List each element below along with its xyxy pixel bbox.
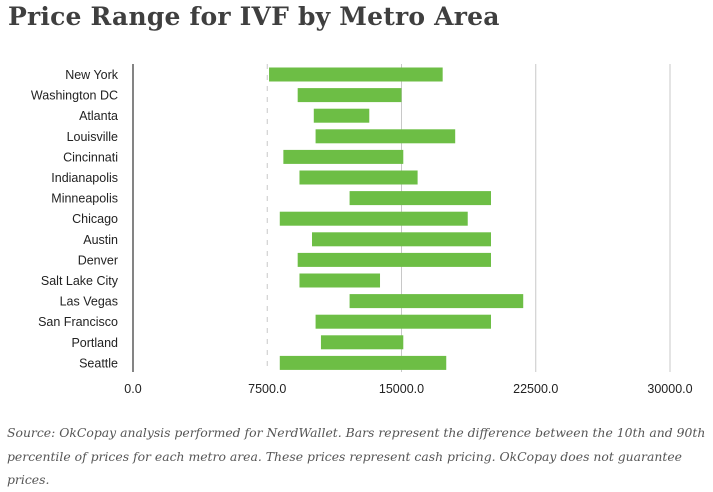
x-tick-label: 22500.0	[513, 382, 558, 396]
category-label: Louisville	[67, 130, 118, 144]
bar-denver	[297, 252, 491, 267]
category-label: Denver	[78, 253, 118, 267]
ivf-price-range-chart: New York Washington DC Atlanta Louisville Ci…	[31, 64, 693, 396]
bar-salt-lake-city	[299, 273, 381, 288]
bar-atlanta	[313, 108, 370, 123]
category-label: Minneapolis	[51, 192, 118, 206]
x-tick-label: 7500.0	[248, 382, 286, 396]
bar-las-vegas	[349, 294, 524, 309]
bar-austin	[312, 232, 491, 247]
source-caption: Source: OkCopay analysis performed for N…	[7, 425, 706, 487]
bar-seattle	[279, 355, 447, 370]
bar-louisville	[315, 129, 456, 144]
bar-minneapolis	[349, 191, 491, 206]
bar-indianapolis	[299, 170, 418, 185]
bar-portland	[320, 335, 404, 350]
category-label: San Francisco	[38, 315, 118, 329]
category-labels: New York Washington DC Atlanta Louisville Ci…	[31, 68, 119, 370]
category-label: Las Vegas	[60, 295, 118, 309]
category-label: Portland	[71, 336, 118, 350]
x-tick-labels: 0.0 7500.0 15000.0 22500.0 30000.0	[124, 382, 692, 396]
category-label: Salt Lake City	[41, 274, 119, 288]
category-label: Indianapolis	[51, 171, 118, 185]
category-label: Seattle	[79, 356, 118, 370]
bar-cincinnati	[283, 149, 404, 164]
x-tick-label: 30000.0	[647, 382, 692, 396]
category-label: Chicago	[72, 212, 118, 226]
bar-washington-dc	[297, 88, 402, 103]
category-label: Cincinnati	[63, 150, 118, 164]
x-tick-label: 0.0	[124, 382, 141, 396]
category-label: Washington DC	[31, 89, 118, 103]
bar-new-york	[269, 67, 443, 82]
bars	[269, 67, 524, 370]
x-tick-label: 15000.0	[379, 382, 424, 396]
category-label: Atlanta	[79, 109, 118, 123]
chart-title: Price Range for IVF by Metro Area	[8, 2, 500, 31]
category-label: New York	[65, 68, 119, 82]
category-label: Austin	[83, 233, 118, 247]
bar-san-francisco	[315, 314, 491, 329]
bar-chicago	[279, 211, 468, 226]
